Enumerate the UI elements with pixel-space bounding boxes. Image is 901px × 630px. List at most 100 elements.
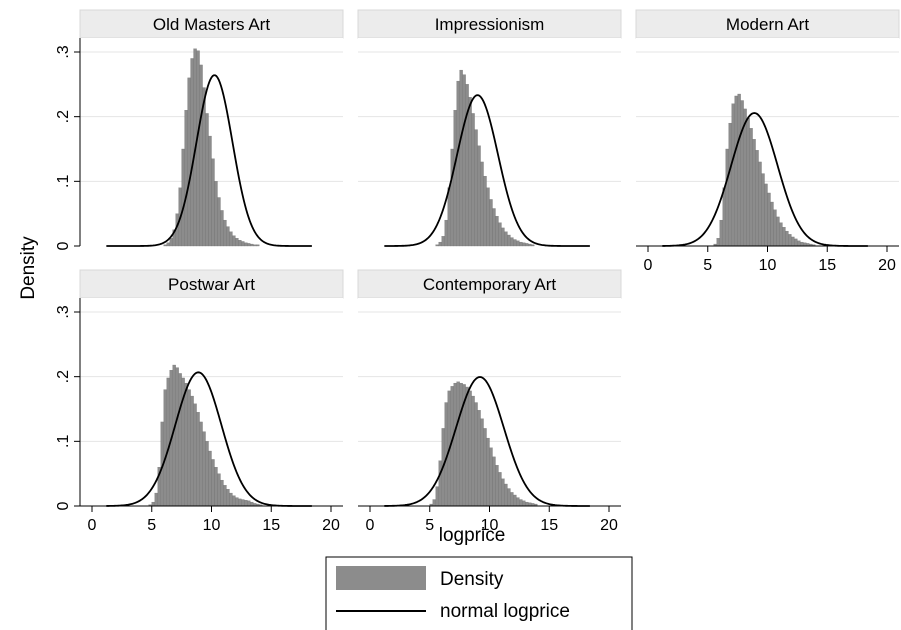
histogram-bar <box>477 145 481 247</box>
panel-title-strip <box>635 9 900 39</box>
histogram-bar <box>151 501 155 507</box>
histogram-bar <box>462 74 466 247</box>
histogram-bar <box>244 500 248 507</box>
histogram-bar <box>489 447 493 507</box>
histogram-bar <box>211 459 215 507</box>
histogram-bar <box>232 235 236 247</box>
histogram-bar <box>223 485 227 507</box>
y-tick-label: .1 <box>55 175 72 188</box>
x-tick-label: 10 <box>481 517 499 534</box>
histogram-bar <box>163 244 167 247</box>
x-tick-label: 20 <box>600 517 618 534</box>
histogram-bar <box>453 382 457 507</box>
histogram-bar <box>480 418 484 507</box>
histogram-bar <box>244 242 248 247</box>
histogram-bar <box>483 428 487 507</box>
histogram-bar <box>250 243 254 247</box>
x-tick-label: 0 <box>644 257 653 274</box>
histogram-bar <box>794 238 798 247</box>
histogram-bar <box>459 382 463 507</box>
histogram-bar <box>444 219 448 247</box>
panel-title-strip <box>79 269 344 299</box>
normal-curve <box>384 376 590 507</box>
histogram-bar <box>498 472 502 507</box>
histogram-bar <box>226 226 230 247</box>
histogram-bar <box>492 456 496 507</box>
histogram-bar <box>193 403 197 507</box>
histogram-bar <box>190 58 194 247</box>
x-tick-label: 10 <box>759 257 777 274</box>
x-tick-label: 15 <box>540 517 558 534</box>
histogram-bar <box>477 410 481 507</box>
x-tick-label: 5 <box>703 257 712 274</box>
histogram-bar <box>226 489 230 507</box>
histogram-bar <box>235 497 239 507</box>
histogram-bar <box>495 216 499 247</box>
histogram-bar <box>253 244 257 247</box>
x-axis-title: logprice <box>439 525 506 546</box>
histogram-bar <box>501 227 505 247</box>
histogram-bar <box>235 238 239 247</box>
panel-title-strip <box>357 9 622 39</box>
panel-title-strip <box>357 269 622 299</box>
histogram-bar <box>737 93 741 247</box>
x-tick-label: 10 <box>203 517 221 534</box>
histogram-bar <box>474 129 478 247</box>
histogram-bar <box>767 192 771 247</box>
histogram-bar <box>232 495 236 507</box>
histogram-bar <box>519 499 523 507</box>
histogram-bar <box>531 244 535 247</box>
histogram-bar <box>202 87 206 247</box>
panel-title: Postwar Art <box>168 275 255 294</box>
histogram-bar <box>722 187 726 247</box>
histogram-bar <box>199 64 203 247</box>
histogram-bar <box>486 187 490 247</box>
histogram-bar <box>187 389 191 507</box>
histogram-bar <box>220 210 224 247</box>
histogram-bar <box>752 139 756 247</box>
histogram-bar <box>716 238 720 247</box>
histogram-bar <box>474 402 478 507</box>
histogram-bar <box>205 441 209 507</box>
histogram-bar <box>797 240 801 247</box>
histogram-bar <box>782 227 786 247</box>
histogram-bar <box>788 234 792 247</box>
panel-4: Contemporary Art 0 5 10 15 20 <box>357 269 622 534</box>
histogram-bar <box>456 80 460 247</box>
histogram-bar <box>450 148 454 247</box>
histogram-bar <box>483 176 487 247</box>
normal-curve <box>384 94 590 247</box>
histogram-bar <box>504 231 508 247</box>
histogram-bar <box>743 108 747 247</box>
histogram-bar <box>190 395 194 507</box>
histogram-bar <box>776 216 780 247</box>
histogram-bar <box>217 197 221 247</box>
histogram-bar <box>223 219 227 247</box>
panel-title: Modern Art <box>726 15 809 34</box>
histogram-bar <box>205 113 209 247</box>
histogram-bar <box>728 122 732 247</box>
panel-title-strip <box>79 9 344 39</box>
histogram-bar <box>169 238 173 247</box>
histogram-bar <box>495 465 499 507</box>
histogram-bar <box>247 243 251 247</box>
histogram-bar <box>504 483 508 507</box>
histogram-bar <box>516 497 520 507</box>
histogram-bar <box>525 501 529 507</box>
histogram-bar <box>184 382 188 507</box>
histogram-bar <box>528 243 532 247</box>
panel-title: Old Masters Art <box>153 15 270 34</box>
histogram-bar <box>498 222 502 247</box>
histogram-bar <box>746 117 750 247</box>
histogram-bar <box>181 148 185 247</box>
histogram-bar <box>510 237 514 247</box>
x-tick-label: 0 <box>88 517 97 534</box>
histogram-bar <box>459 69 463 247</box>
y-tick-label: .2 <box>55 370 72 383</box>
histogram-bar <box>755 150 759 247</box>
histogram-bar <box>196 412 200 507</box>
histogram-bar <box>202 431 206 507</box>
histogram-bar <box>480 161 484 247</box>
histogram-bar <box>241 499 245 507</box>
histogram-bar <box>758 161 762 247</box>
